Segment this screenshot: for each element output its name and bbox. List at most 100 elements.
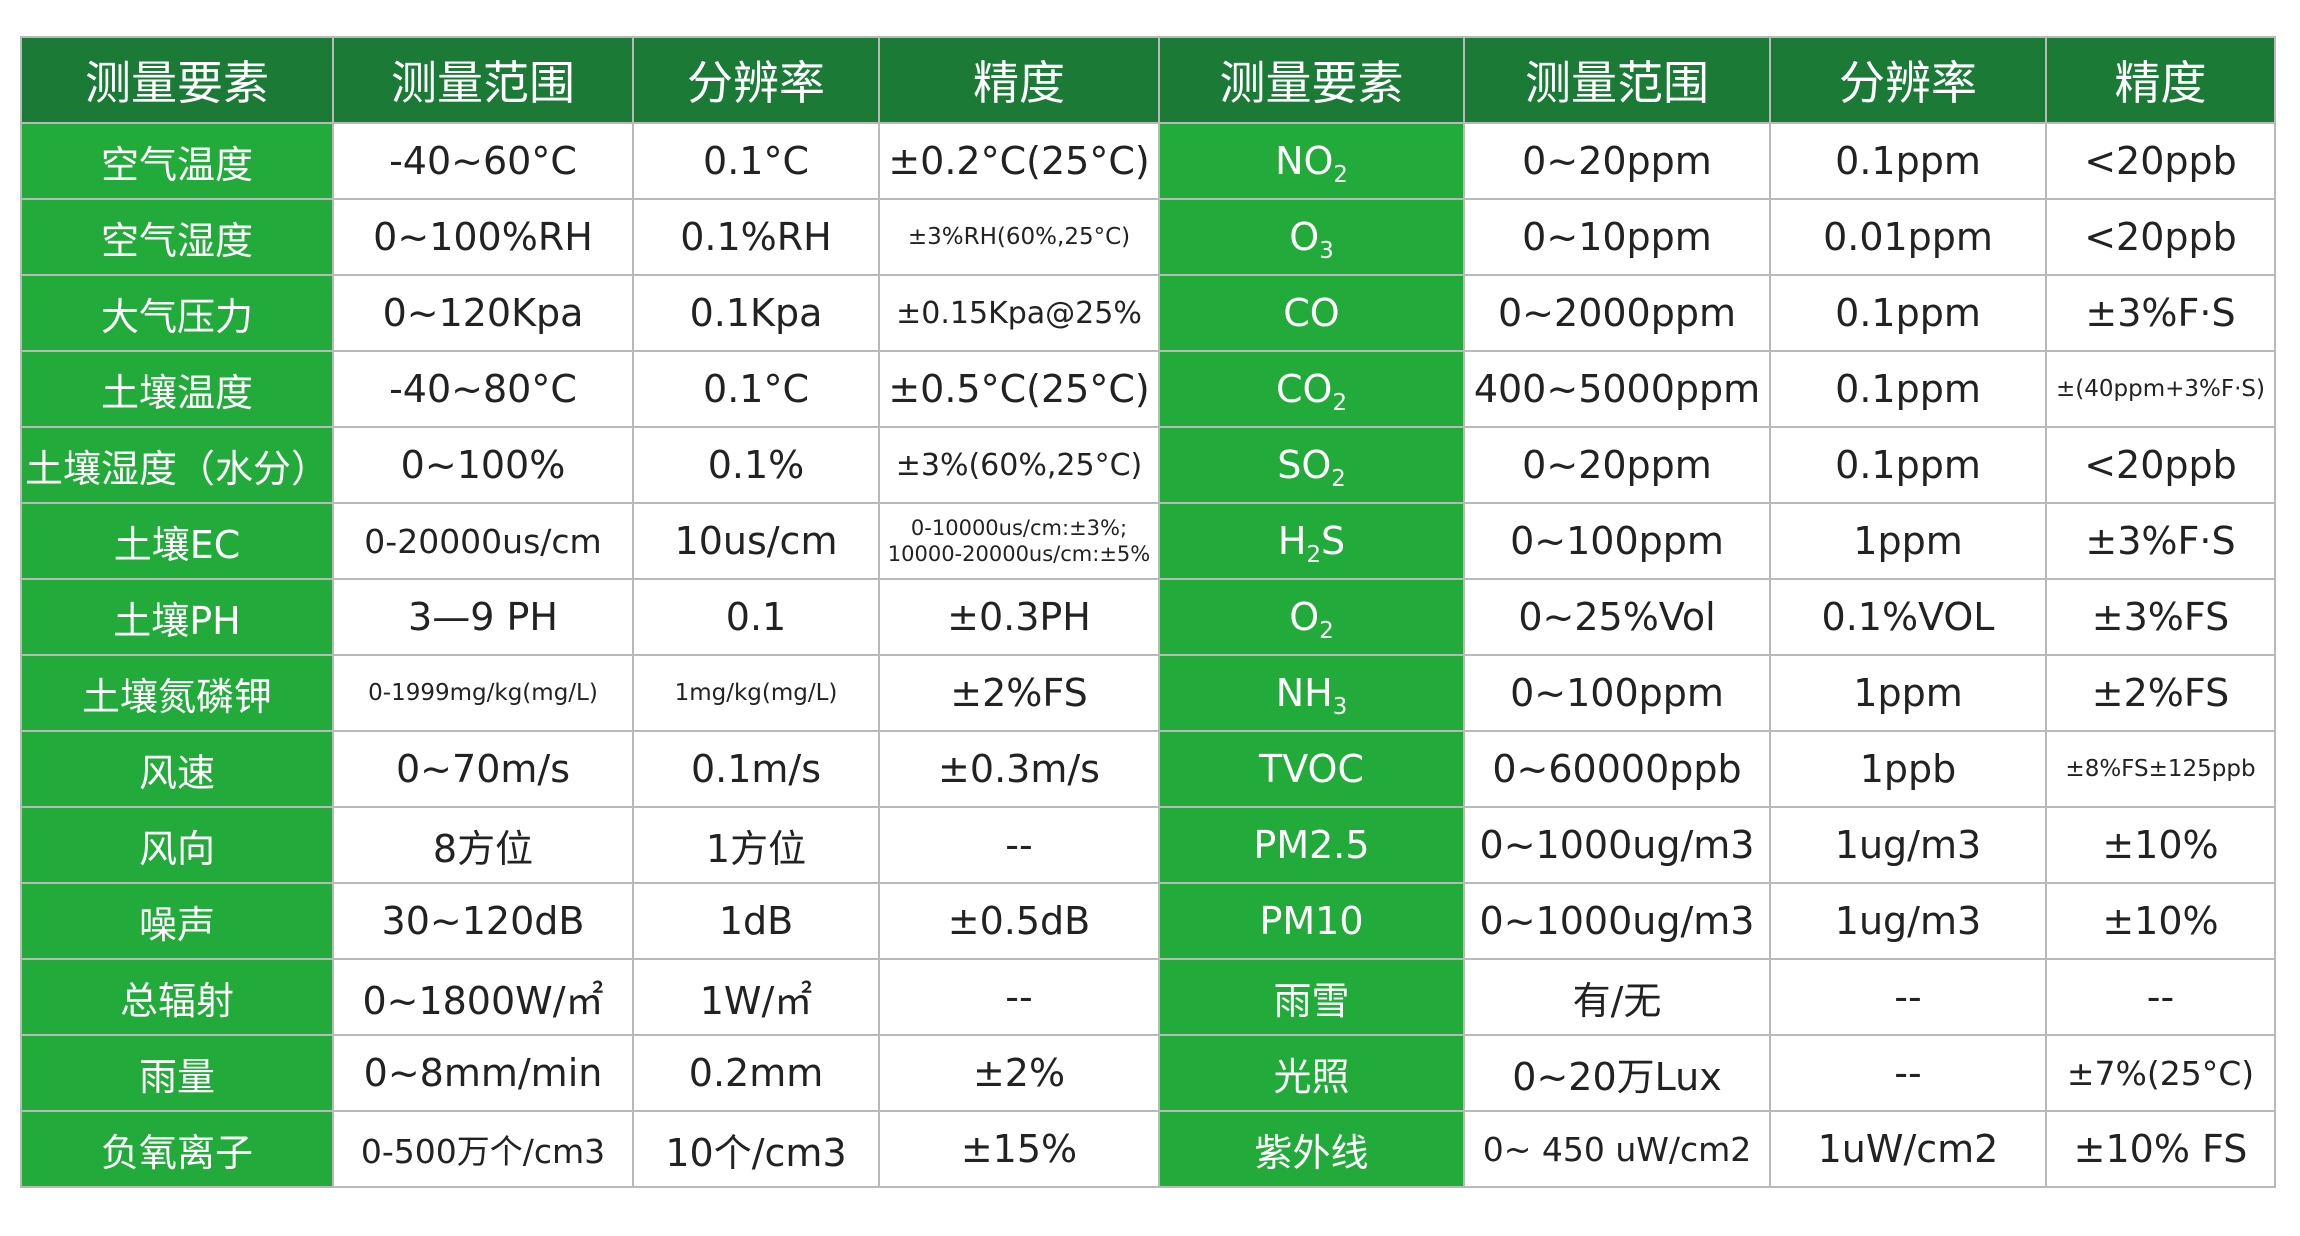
param-cell: 土壤EC <box>20 502 334 580</box>
accuracy-cell: ±(40ppm+3%F·S) <box>2045 350 2276 428</box>
resolution-cell: 1ug/m3 <box>1769 882 2047 960</box>
resolution-cell: 1dB <box>632 882 880 960</box>
accuracy-cell: ±0.3m/s <box>878 730 1160 808</box>
resolution-cell: 0.1 <box>632 578 880 656</box>
resolution-cell: 1方位 <box>632 806 880 884</box>
range-cell: -40~80°C <box>332 350 634 428</box>
resolution-cell: 1ppb <box>1769 730 2047 808</box>
accuracy-cell: ±0.3PH <box>878 578 1160 656</box>
param-cell: TVOC <box>1158 730 1465 808</box>
resolution-cell: 0.1% <box>632 426 880 504</box>
param-cell: 土壤氮磷钾 <box>20 654 334 732</box>
param-base: CO <box>1276 367 1333 411</box>
table-row: 风速 0~70m/s 0.1m/s ±0.3m/s TVOC 0~60000pp… <box>20 730 2276 808</box>
param-base: 紫外线 <box>1254 1130 1369 1175</box>
range-cell: 0~70m/s <box>332 730 634 808</box>
accuracy-cell: ±0.2°C(25°C) <box>878 122 1160 200</box>
range-cell: 0~20万Lux <box>1463 1034 1771 1112</box>
accuracy-cell: ±2%FS <box>2045 654 2276 732</box>
resolution-cell: 0.1°C <box>632 122 880 200</box>
param-cell: PM10 <box>1158 882 1465 960</box>
accuracy-cell: <20ppb <box>2045 122 2276 200</box>
range-cell: 0~10ppm <box>1463 198 1771 276</box>
range-cell: 0~120Kpa <box>332 274 634 352</box>
accuracy-cell: ±10% FS <box>2045 1110 2276 1188</box>
param-cell: PM2.5 <box>1158 806 1465 884</box>
header-row: 测量要素 测量范围 分辨率 精度 测量要素 测量范围 分辨率 精度 <box>20 36 2276 124</box>
accuracy-cell: -- <box>878 806 1160 884</box>
resolution-cell: 0.01ppm <box>1769 198 2047 276</box>
param-tail: S <box>1320 519 1346 563</box>
accuracy-cell: ±0.15Kpa@25% <box>878 274 1160 352</box>
accuracy-cell: ±2%FS <box>878 654 1160 732</box>
range-cell: 0~1000ug/m3 <box>1463 806 1771 884</box>
param-cell: 空气温度 <box>20 122 334 200</box>
range-cell: 0-500万个/cm3 <box>332 1110 634 1188</box>
accuracy-cell: ±15% <box>878 1110 1160 1188</box>
param-base: O <box>1289 215 1320 259</box>
range-cell: 0~20ppm <box>1463 426 1771 504</box>
param-base: 雨雪 <box>1273 978 1350 1023</box>
table-row: 土壤温度 -40~80°C 0.1°C ±0.5°C(25°C) CO2 400… <box>20 350 2276 428</box>
range-cell: 400~5000ppm <box>1463 350 1771 428</box>
param-base: H <box>1277 519 1307 563</box>
param-cell: NO2 <box>1158 122 1465 200</box>
accuracy-cell: ±3%FS <box>2045 578 2276 656</box>
param-base: 光照 <box>1273 1054 1350 1099</box>
param-cell: 光照 <box>1158 1034 1465 1112</box>
accuracy-cell: ±8%FS±125ppb <box>2045 730 2276 808</box>
param-base: NO <box>1275 139 1334 183</box>
range-cell: 0~20ppm <box>1463 122 1771 200</box>
accuracy-cell: -- <box>2045 958 2276 1036</box>
resolution-cell: 10个/cm3 <box>632 1110 880 1188</box>
param-base: O <box>1289 595 1320 639</box>
param-cell: 雨雪 <box>1158 958 1465 1036</box>
table-row: 土壤PH 3—9 PH 0.1 ±0.3PH O2 0~25%Vol 0.1%V… <box>20 578 2276 656</box>
resolution-cell: 0.1ppm <box>1769 350 2047 428</box>
accuracy-line: 0-10000us/cm:±3%; <box>910 515 1128 540</box>
accuracy-line: 10000-20000us/cm:±5% <box>887 542 1151 566</box>
range-cell: 0-20000us/cm <box>332 502 634 580</box>
range-cell: 0~100ppm <box>1463 502 1771 580</box>
range-cell: 有/无 <box>1463 958 1771 1036</box>
table-row: 土壤氮磷钾 0-1999mg/kg(mg/L) 1mg/kg(mg/L) ±2%… <box>20 654 2276 732</box>
resolution-cell: -- <box>1769 958 2047 1036</box>
resolution-cell: 1mg/kg(mg/L) <box>632 654 880 732</box>
header-param-left: 测量要素 <box>20 36 334 124</box>
param-cell: 土壤PH <box>20 578 334 656</box>
range-cell: 0~1000ug/m3 <box>1463 882 1771 960</box>
range-cell: 0~100%RH <box>332 198 634 276</box>
accuracy-cell: ±3%(60%,25°C) <box>878 426 1160 504</box>
accuracy-cell: -- <box>878 958 1160 1036</box>
param-cell: 紫外线 <box>1158 1110 1465 1188</box>
param-base: SO <box>1277 443 1332 487</box>
accuracy-cell: ±3%RH(60%,25°C) <box>878 198 1160 276</box>
resolution-cell: 0.1ppm <box>1769 274 2047 352</box>
resolution-cell: 0.1°C <box>632 350 880 428</box>
resolution-cell: 0.1Kpa <box>632 274 880 352</box>
param-cell: 风向 <box>20 806 334 884</box>
param-cell: O2 <box>1158 578 1465 656</box>
param-cell: O3 <box>1158 198 1465 276</box>
param-cell: SO2 <box>1158 426 1465 504</box>
param-subscript: 3 <box>1332 693 1348 720</box>
param-subscript: 2 <box>1331 465 1346 492</box>
range-cell: 8方位 <box>332 806 634 884</box>
param-cell: H2S <box>1158 502 1465 580</box>
param-cell: 土壤湿度（水分） <box>20 426 334 504</box>
accuracy-cell: ±3%F·S <box>2045 502 2276 580</box>
param-cell: 大气压力 <box>20 274 334 352</box>
param-base: PM2.5 <box>1253 823 1370 867</box>
range-cell: 0~2000ppm <box>1463 274 1771 352</box>
param-cell: 噪声 <box>20 882 334 960</box>
param-subscript: 2 <box>1319 617 1334 644</box>
param-subscript: 2 <box>1306 541 1321 568</box>
range-cell: 0~25%Vol <box>1463 578 1771 656</box>
header-accuracy-right: 精度 <box>2045 36 2276 124</box>
table-row: 空气温度 -40~60°C 0.1°C ±0.2°C(25°C) NO2 0~2… <box>20 122 2276 200</box>
accuracy-cell: ±2% <box>878 1034 1160 1112</box>
param-cell: CO2 <box>1158 350 1465 428</box>
header-range-right: 测量范围 <box>1463 36 1771 124</box>
resolution-cell: 0.1ppm <box>1769 122 2047 200</box>
table-row: 土壤湿度（水分） 0~100% 0.1% ±3%(60%,25°C) SO2 0… <box>20 426 2276 504</box>
